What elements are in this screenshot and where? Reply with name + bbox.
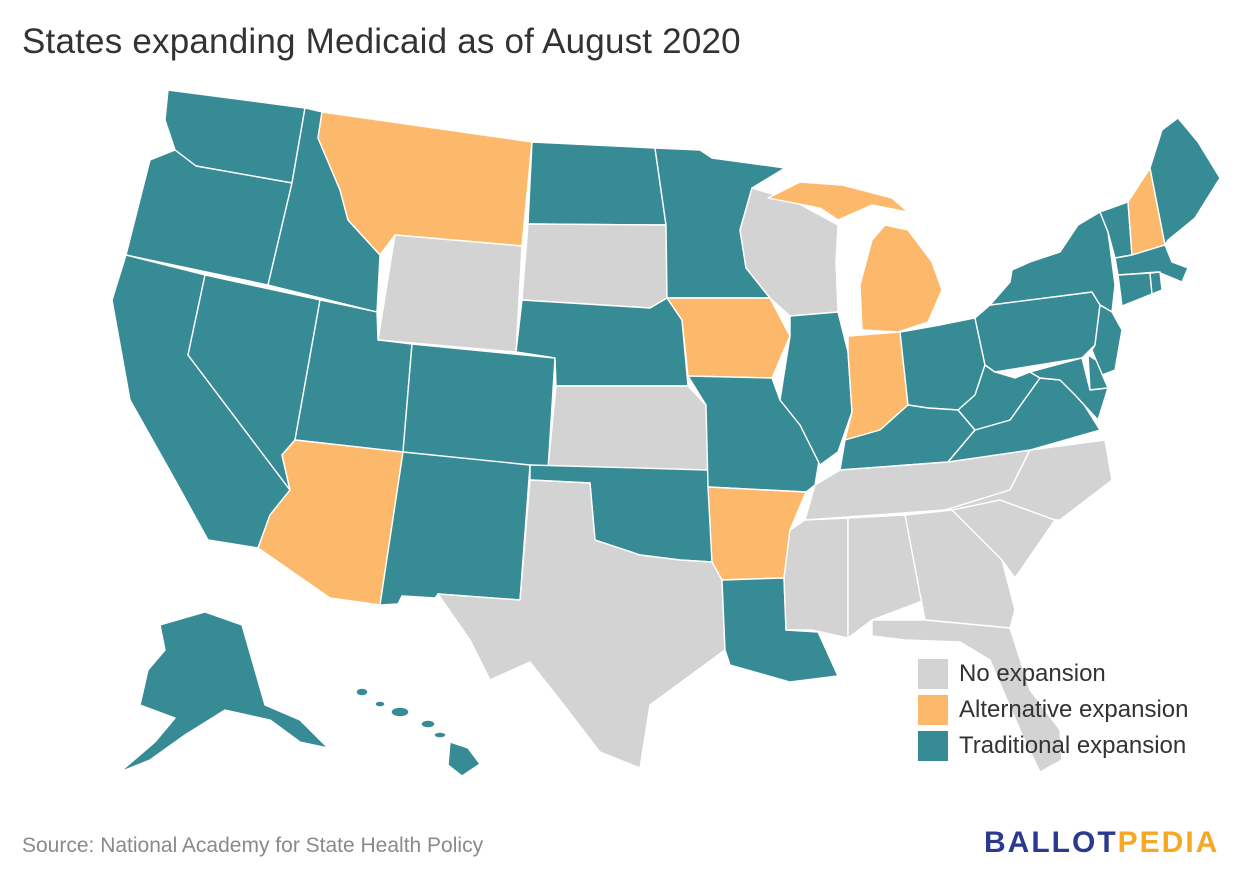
state-wyoming[interactable]	[377, 234, 523, 353]
ballotpedia-logo[interactable]: BALLOTPEDIA	[984, 826, 1217, 860]
state-south-dakota[interactable]	[521, 223, 668, 309]
state-montana[interactable]	[317, 111, 533, 256]
state-illinois[interactable]	[779, 311, 853, 466]
state-new-york[interactable]	[989, 211, 1116, 313]
legend: No expansion Alternative expansion Tradi…	[918, 656, 1188, 764]
legend-label-alternative-expansion: Alternative expansion	[959, 696, 1189, 723]
legend-label-no-expansion: No expansion	[959, 660, 1106, 687]
state-ohio[interactable]	[899, 317, 986, 411]
state-kansas[interactable]	[547, 385, 709, 471]
state-new-jersey[interactable]	[1091, 304, 1123, 376]
state-texas[interactable]	[437, 479, 726, 769]
legend-item-alternative-expansion: Alternative expansion	[918, 692, 1188, 728]
state-west-virginia[interactable]	[957, 364, 1041, 431]
state-hawaii[interactable]	[355, 687, 481, 777]
source-note: Source: National Academy for State Healt…	[22, 834, 484, 857]
state-new-mexico[interactable]	[379, 451, 531, 606]
legend-item-traditional-expansion: Traditional expansion	[918, 728, 1188, 764]
logo-text-pedia: PEDIA	[1117, 826, 1220, 859]
state-mississippi[interactable]	[783, 517, 849, 639]
page-title: States expanding Medicaid as of August 2…	[22, 22, 741, 61]
state-north-dakota[interactable]	[527, 141, 667, 226]
state-alabama[interactable]	[847, 514, 926, 639]
state-florida[interactable]	[871, 619, 1063, 773]
legend-item-no-expansion: No expansion	[918, 656, 1188, 692]
state-rhode-island[interactable]	[1149, 271, 1163, 295]
state-michigan-lower[interactable]	[859, 224, 943, 333]
state-maine[interactable]	[1149, 117, 1221, 246]
legend-swatch-traditional-expansion	[918, 731, 948, 761]
state-connecticut[interactable]	[1117, 272, 1153, 307]
logo-text-ballot: BALLOT	[984, 826, 1118, 859]
state-colorado[interactable]	[402, 343, 556, 471]
legend-swatch-alternative-expansion	[918, 695, 948, 725]
state-alaska[interactable]	[119, 611, 329, 773]
state-missouri[interactable]	[687, 375, 821, 493]
legend-swatch-no-expansion	[918, 659, 948, 689]
state-michigan-upper[interactable]	[767, 181, 909, 221]
state-maryland[interactable]	[1029, 357, 1109, 421]
legend-label-traditional-expansion: Traditional expansion	[959, 732, 1187, 759]
state-north-carolina[interactable]	[944, 439, 1113, 521]
